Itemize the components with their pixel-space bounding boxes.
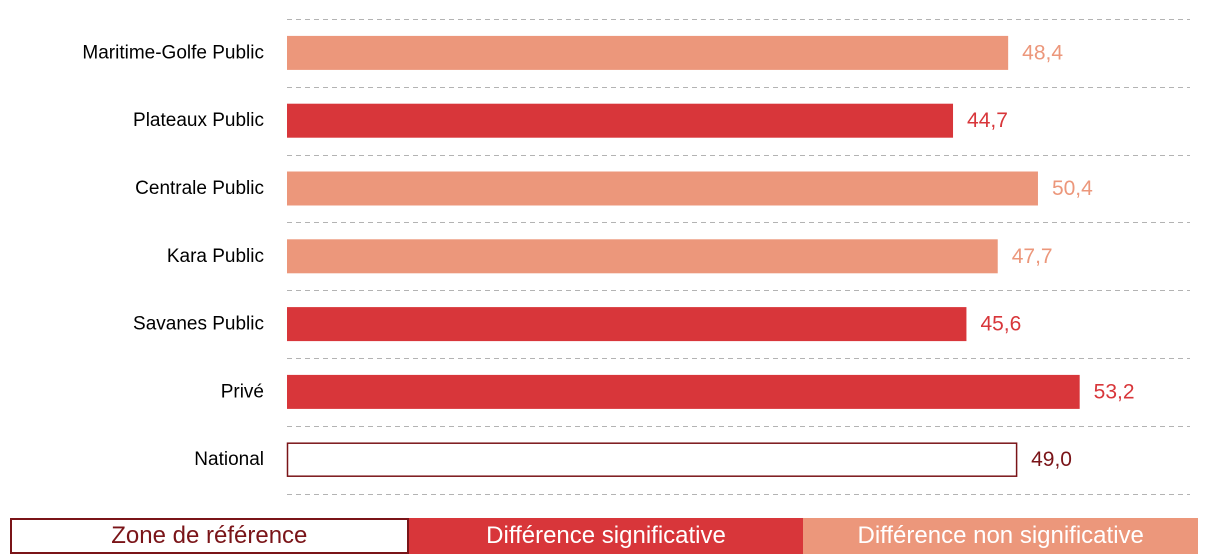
legend-item-significant: Différence significative [408,518,804,554]
data-label: 49,0 [1031,448,1072,471]
data-label: 48,4 [1022,41,1063,64]
bar-chart: Maritime-Golfe Public 48,4 Plateaux Public… [82,19,1190,495]
data-label: 47,7 [1012,245,1053,268]
bar [287,103,954,138]
data-label: 53,2 [1094,380,1135,403]
data-label: 50,4 [1052,177,1093,200]
category-label: Maritime-Golfe Public [82,42,264,63]
bar [286,442,1018,477]
legend: Zone de référence Différence significati… [10,518,1199,554]
category-label: Kara Public [167,246,264,267]
category-label: National [194,449,264,470]
data-label: 45,6 [980,313,1021,336]
bar [287,35,1009,70]
category-label: Centrale Public [135,178,264,199]
bar [287,239,998,274]
bar [287,374,1080,409]
category-label: Savanes Public [133,314,264,335]
category-label: Plateaux Public [133,110,264,131]
bar [287,171,1038,206]
data-label: 44,7 [967,109,1008,132]
legend-item-reference: Zone de référence [10,518,409,554]
legend-item-non-significant: Différence non significative [803,518,1199,554]
category-label: Privé [221,381,264,402]
bar [287,307,967,342]
